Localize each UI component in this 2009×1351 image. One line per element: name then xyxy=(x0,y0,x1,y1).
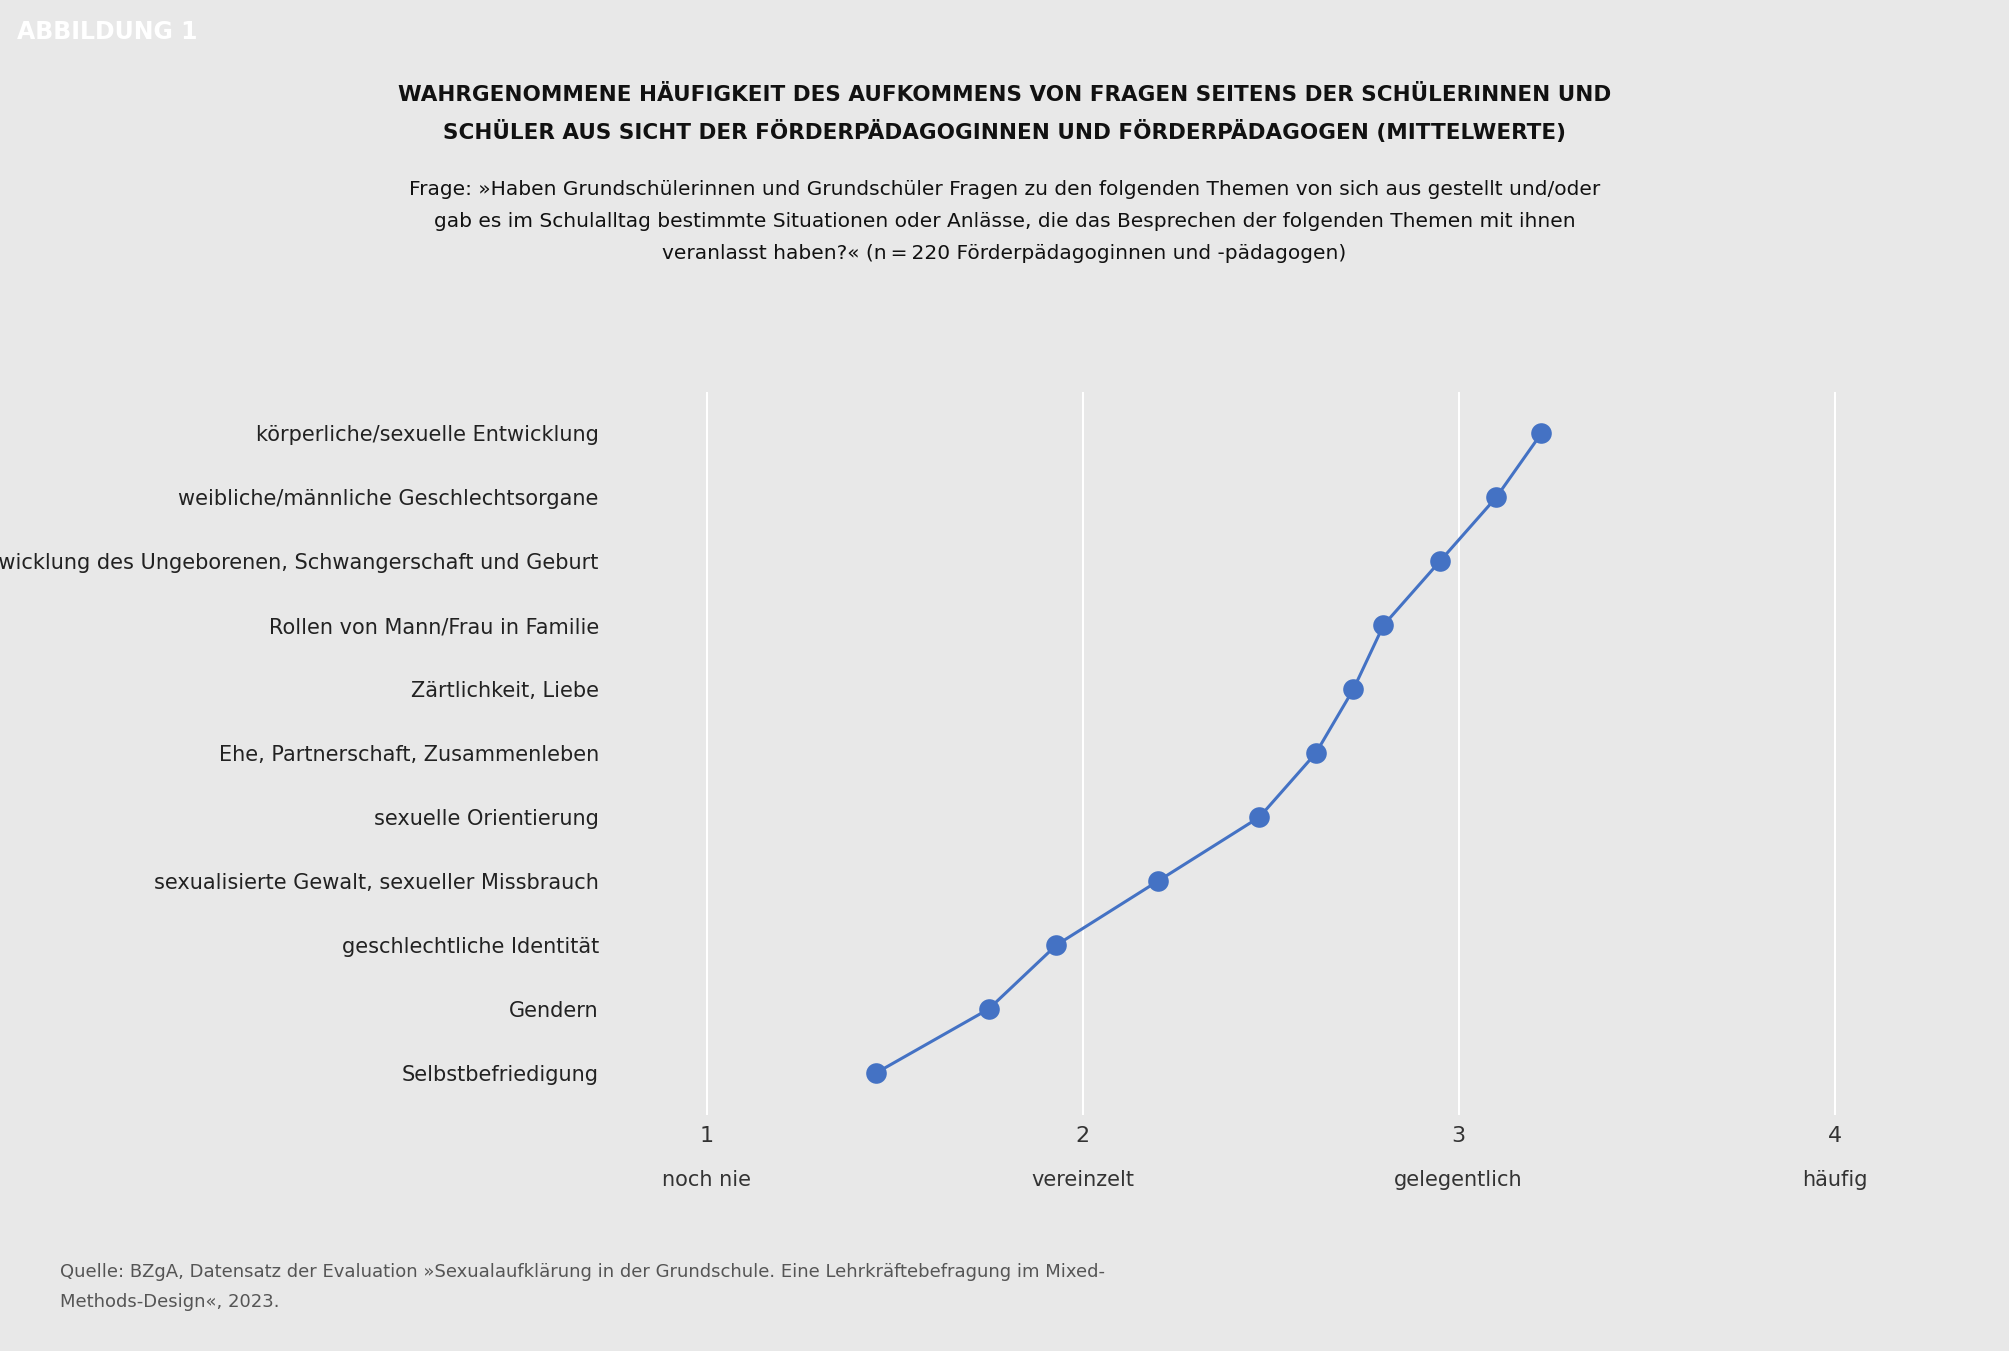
Text: vereinzelt: vereinzelt xyxy=(1031,1170,1135,1190)
Point xyxy=(1300,743,1332,765)
Point xyxy=(1424,550,1457,571)
Text: SCHÜLER AUS SICHT DER FÖRDERPÄDAGOGINNEN UND FÖRDERPÄDAGOGEN (MITTELWERTE): SCHÜLER AUS SICHT DER FÖRDERPÄDAGOGINNEN… xyxy=(444,119,1565,143)
Point xyxy=(1525,423,1557,444)
Text: häufig: häufig xyxy=(1802,1170,1868,1190)
Point xyxy=(1368,615,1400,636)
Text: WAHRGENOMMENE HÄUFIGKEIT DES AUFKOMMENS VON FRAGEN SEITENS DER SCHÜLERINNEN UND: WAHRGENOMMENE HÄUFIGKEIT DES AUFKOMMENS … xyxy=(398,85,1611,104)
Text: ABBILDUNG 1: ABBILDUNG 1 xyxy=(18,20,199,45)
Text: noch nie: noch nie xyxy=(663,1170,751,1190)
Point xyxy=(1041,935,1073,957)
Point xyxy=(972,998,1004,1020)
Text: veranlasst haben?« (n = 220 Förderpädagoginnen und -pädagogen): veranlasst haben?« (n = 220 Förderpädago… xyxy=(663,245,1346,263)
Text: Quelle: BZgA, Datensatz der Evaluation »Sexualaufklärung in der Grundschule. Ein: Quelle: BZgA, Datensatz der Evaluation »… xyxy=(60,1263,1105,1281)
Text: gelegentlich: gelegentlich xyxy=(1394,1170,1523,1190)
Point xyxy=(1244,807,1276,828)
Text: gab es im Schulalltag bestimmte Situationen oder Anlässe, die das Besprechen der: gab es im Schulalltag bestimmte Situatio… xyxy=(434,212,1575,231)
Point xyxy=(860,1062,892,1084)
Text: Methods-Design«, 2023.: Methods-Design«, 2023. xyxy=(60,1293,279,1310)
Point xyxy=(1481,486,1513,508)
Text: Frage: »Haben Grundschülerinnen und Grundschüler Fragen zu den folgenden Themen : Frage: »Haben Grundschülerinnen und Grun… xyxy=(410,180,1599,199)
Point xyxy=(1338,678,1370,700)
Point xyxy=(1141,870,1173,892)
